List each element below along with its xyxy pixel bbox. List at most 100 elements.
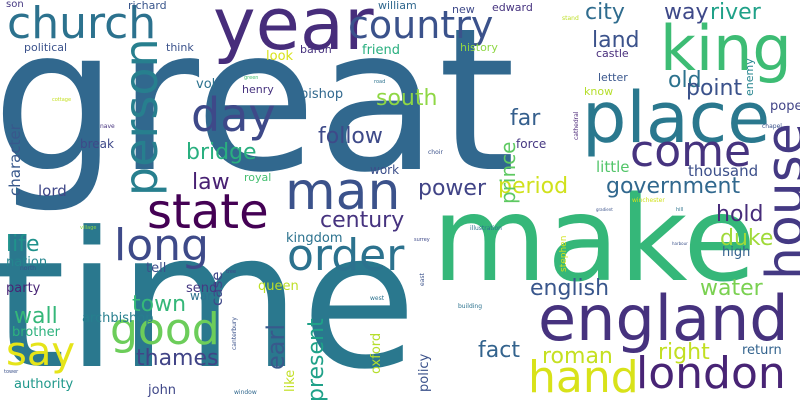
word-river: river xyxy=(710,0,761,25)
word-england: england xyxy=(538,282,789,355)
word-way: way xyxy=(664,0,709,25)
word-hold: hold xyxy=(716,202,764,227)
word-tower: tower xyxy=(4,369,19,375)
word-duke: duke xyxy=(720,226,774,251)
word-town: town xyxy=(132,292,187,317)
word-building: building xyxy=(458,303,483,310)
word-make: make xyxy=(432,170,756,308)
word-return: return xyxy=(742,343,782,358)
word-century: century xyxy=(320,208,405,233)
word-war: war xyxy=(190,289,213,303)
word-good: good xyxy=(110,304,220,355)
word-gradient: gradient xyxy=(596,207,613,212)
word-order: order xyxy=(287,230,405,281)
word-prince: prince xyxy=(496,141,520,204)
word-choir: choir xyxy=(428,149,443,156)
word-william: william xyxy=(378,0,417,12)
word-richard: richard xyxy=(128,0,167,12)
word-queen: queen xyxy=(258,279,299,294)
word-son: son xyxy=(6,0,24,10)
word-john: john xyxy=(148,383,177,398)
word-friend: friend xyxy=(362,43,401,58)
word-period: period xyxy=(498,174,569,199)
word-winchester: winchester xyxy=(632,197,665,204)
word-letter: letter xyxy=(598,71,628,84)
word-life: life xyxy=(6,232,40,257)
word-baron: baron xyxy=(300,43,332,56)
word-bridge: bridge xyxy=(186,140,257,165)
word-surrey: surrey xyxy=(414,237,430,243)
word-south: south xyxy=(376,86,438,111)
word-tree: tree xyxy=(226,269,237,275)
word-time: time xyxy=(0,192,417,400)
word-city: city xyxy=(585,0,625,25)
word-english: english xyxy=(530,276,610,301)
word-high: high xyxy=(722,245,751,260)
word-lord: lord xyxy=(38,182,67,200)
word-old: old xyxy=(668,68,702,93)
word-land: land xyxy=(592,28,640,53)
word-road: road xyxy=(374,79,386,85)
word-year: year xyxy=(213,0,374,66)
word-nave: nave xyxy=(100,123,115,130)
word-fact: fact xyxy=(478,338,520,363)
word-village: village xyxy=(80,225,97,231)
word-power: power xyxy=(418,176,486,201)
word-thousand: thousand xyxy=(688,162,759,180)
word-place: place xyxy=(582,77,771,159)
word-vol: vol xyxy=(196,77,216,92)
word-long: long xyxy=(114,220,209,271)
word-come: come xyxy=(630,126,752,177)
word-political: political xyxy=(24,41,68,54)
word-oxford: oxford xyxy=(369,332,384,374)
word-pope: pope xyxy=(770,99,800,114)
word-far: far xyxy=(510,106,541,131)
word-break: break xyxy=(80,137,114,151)
word-send: send xyxy=(186,281,218,296)
word-say: say xyxy=(6,329,76,375)
word-house: house xyxy=(756,123,800,280)
word-little: little xyxy=(596,158,630,176)
word-state: state xyxy=(147,184,269,240)
word-west: west xyxy=(370,295,385,302)
word-law: law xyxy=(192,170,230,195)
word-point: point xyxy=(686,76,743,101)
word-king: king xyxy=(660,12,792,85)
word-earl: earl xyxy=(262,323,290,370)
word-tell: tell xyxy=(146,261,167,276)
word-party: party xyxy=(6,281,41,296)
word-water: water xyxy=(700,276,763,301)
word-church: church xyxy=(7,0,157,49)
word-brother: brother xyxy=(12,325,60,340)
word-new: new xyxy=(452,3,475,16)
word-canterbury: canterbury xyxy=(231,317,238,350)
word-day: day xyxy=(191,88,276,142)
word-hill: hill xyxy=(676,207,684,213)
word-work: work xyxy=(370,163,400,177)
word-nation: nation xyxy=(6,255,48,270)
word-chapel: chapel xyxy=(762,123,782,130)
word-cathedral: cathedral xyxy=(573,111,580,140)
word-london: london xyxy=(636,348,786,399)
word-government: government xyxy=(606,174,741,199)
word-country: country xyxy=(348,3,494,47)
word-roman: roman xyxy=(542,344,613,369)
word-bishop: bishop xyxy=(300,87,344,102)
word-green: green xyxy=(244,75,259,81)
word-present: present xyxy=(304,318,329,400)
word-cottage: cottage xyxy=(52,97,72,103)
word-person: person xyxy=(114,38,168,196)
word-north: north xyxy=(20,265,37,272)
word-hand: hand xyxy=(528,352,639,400)
word-kingdom: kingdom xyxy=(286,231,343,246)
word-look: look xyxy=(266,49,294,64)
word-window: window xyxy=(234,389,257,396)
word-follow: follow xyxy=(318,124,383,149)
word-man: man xyxy=(285,162,401,222)
word-history: history xyxy=(460,41,498,54)
word-edward: edward xyxy=(492,1,533,14)
word-stephen: stephen xyxy=(559,235,569,272)
word-royal: royal xyxy=(244,171,272,184)
word-castle: castle xyxy=(596,47,629,60)
